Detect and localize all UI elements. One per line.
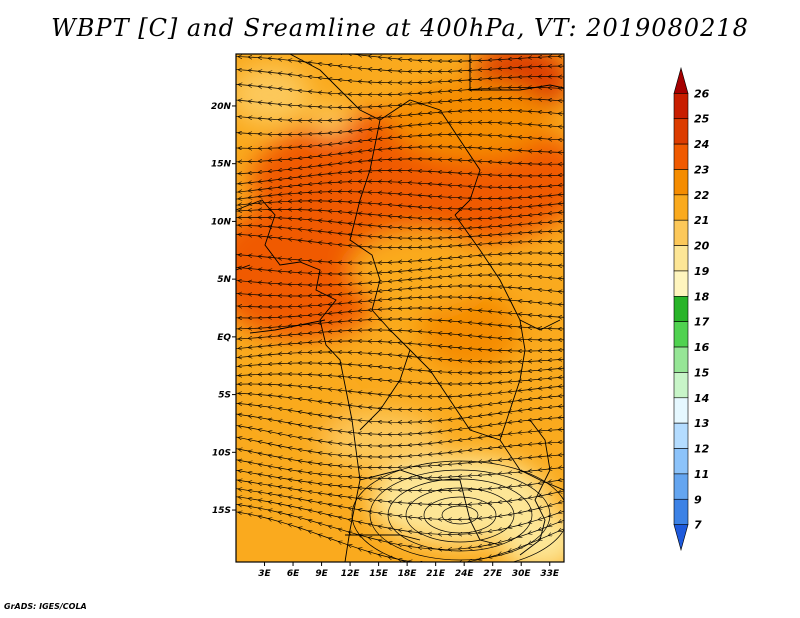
streamline	[236, 308, 564, 318]
colorbar-label: 25	[694, 113, 710, 126]
colorbar-label: 21	[694, 214, 709, 227]
anticyclone-streamline	[351, 460, 564, 562]
lat-label: 10N	[211, 217, 232, 227]
colorbar-label: 13	[694, 417, 710, 430]
lon-label: 6E	[287, 569, 300, 579]
streamline	[236, 182, 564, 193]
lat-label: 10S	[212, 448, 231, 458]
colorbar-label: 17	[694, 316, 710, 329]
colorbar-swatch	[673, 245, 689, 272]
lat-label: 15S	[212, 506, 231, 516]
colorbar-swatch	[673, 93, 689, 120]
streamline	[236, 99, 564, 108]
colorbar-swatch	[673, 296, 689, 322]
streamline	[236, 192, 564, 200]
map-frame	[235, 53, 565, 563]
anticyclone-streamline	[441, 505, 479, 525]
streamline	[236, 84, 564, 95]
country-borders	[236, 54, 564, 562]
lon-label: 18E	[398, 569, 418, 579]
lat-label: 15N	[211, 160, 232, 170]
colorbar-swatch	[673, 473, 689, 500]
colorbar-swatch	[673, 169, 689, 196]
colorbar-label: 12	[694, 443, 710, 456]
lat-label: EQ	[217, 333, 231, 343]
anticyclone-streamline	[369, 469, 551, 561]
lon-label: 21E	[426, 569, 446, 579]
colorbar-label: 22	[694, 189, 710, 202]
lon-label: 27E	[483, 569, 503, 579]
colorbar-label: 20	[694, 240, 710, 253]
colorbar-label: 9	[694, 493, 702, 506]
colorbar-label: 15	[694, 366, 710, 379]
colorbar-label: 23	[694, 163, 710, 176]
colorbar-label: 18	[694, 290, 710, 303]
streamline	[236, 234, 564, 248]
streamline	[236, 110, 564, 121]
lon-label: 33E	[540, 569, 560, 579]
colorbar-swatch	[673, 397, 689, 424]
colorbar-swatch	[673, 372, 689, 399]
streamline	[236, 374, 564, 384]
map-title: WBPT [C] and Sreamline at 400hPa, VT: 20…	[51, 14, 749, 42]
colorbar-label: 24	[694, 138, 709, 151]
lon-label: 15E	[369, 569, 389, 579]
grads-credit: GrADS: IGES/COLA	[4, 602, 87, 611]
lat-label: 5N	[217, 275, 231, 285]
lon-label: 30E	[512, 569, 532, 579]
colorbar-swatch	[673, 422, 689, 449]
streamline	[236, 171, 564, 185]
lat-label: 20N	[211, 102, 232, 112]
streamlines	[236, 54, 564, 562]
anticyclone-streamline	[405, 487, 515, 543]
latitude-axis: 20N 15N 10N 5N EQ 5S 10S 15S	[211, 102, 236, 516]
streamline	[236, 264, 564, 274]
lon-label: 12E	[341, 569, 361, 579]
colorbar-bottom-arrow	[673, 524, 689, 552]
colorbar-swatch	[673, 143, 689, 170]
streamline	[236, 319, 564, 329]
colorbar-label: 14	[694, 392, 709, 405]
colorbar-swatch	[673, 194, 689, 221]
lon-label: 3E	[258, 569, 271, 579]
colorbar: 26 25 24 23 22 21 20 19 18 17 16 15 14 13 12 11 9 7	[673, 66, 710, 552]
anticyclone-streamline	[423, 496, 497, 534]
colorbar-swatch	[673, 219, 689, 246]
colorbar-label: 11	[694, 468, 709, 481]
colorbar-top-arrow	[673, 66, 689, 94]
colorbar-swatch	[673, 321, 689, 348]
anticyclone-streamline	[387, 478, 533, 552]
colorbar-swatch	[673, 498, 689, 525]
colorbar-label: 26	[694, 87, 710, 100]
colorbar-label: 16	[694, 341, 710, 354]
colorbar-swatch	[673, 270, 689, 297]
longitude-axis: 3E 6E 9E 12E 15E 18E 21E 24E 27E 30E 33E	[258, 562, 560, 579]
colorbar-swatch	[673, 118, 689, 145]
colorbar-swatch	[673, 448, 689, 475]
lat-label: 5S	[218, 391, 231, 401]
wbpt-shading	[236, 54, 564, 562]
colorbar-label: 19	[694, 265, 710, 278]
lon-label: 9E	[315, 569, 328, 579]
colorbar-label: 7	[694, 519, 702, 532]
lon-label: 24E	[455, 569, 475, 579]
colorbar-swatch	[673, 346, 689, 373]
